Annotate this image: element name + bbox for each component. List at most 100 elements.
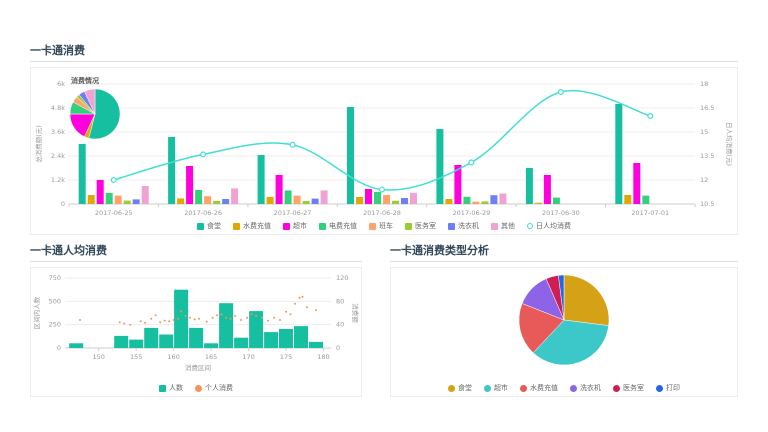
scatter-point[interactable] (177, 317, 180, 320)
bar-班车-2017-06-26[interactable] (204, 196, 212, 204)
scatter-point[interactable] (193, 318, 196, 321)
bar-医务室-2017-06-26[interactable] (213, 201, 221, 204)
scatter-point[interactable] (298, 296, 301, 299)
bar-水费充值-2017-06-26[interactable] (177, 198, 185, 204)
legend-item-人数[interactable]: 人数 (159, 383, 183, 393)
bar-医务室-2017-06-28[interactable] (392, 200, 399, 204)
bar-超市-2017-06-27[interactable] (275, 175, 283, 204)
histogram-bar-170[interactable] (249, 311, 264, 348)
scatter-point[interactable] (315, 309, 317, 312)
bar-电费充值-2017-06-28[interactable] (374, 192, 381, 204)
histogram-bar-152[interactable] (114, 335, 129, 348)
bar-其他-2017-06-26[interactable] (231, 188, 239, 204)
inset-pie-slice-其他[interactable] (84, 88, 96, 115)
scatter-point[interactable] (285, 310, 287, 313)
scatter-point[interactable] (154, 314, 157, 317)
line-日人均消费[interactable] (113, 89, 651, 191)
bar-食堂-2017-06-28[interactable] (347, 107, 354, 204)
scatter-point[interactable] (225, 316, 228, 319)
scatter-point[interactable] (172, 319, 175, 321)
bar-超市-2017-06-28[interactable] (365, 189, 372, 204)
bar-超市-2017-07-01[interactable] (633, 163, 641, 204)
legend-item-超市[interactable]: 超市 (283, 221, 307, 231)
bar-班车-2017-06-27[interactable] (293, 195, 301, 204)
histogram-bar-158[interactable] (159, 334, 174, 349)
bar-医务室-2017-06-29[interactable] (481, 201, 489, 204)
scatter-point[interactable] (273, 316, 276, 319)
histogram-bar-172[interactable] (264, 332, 279, 348)
scatter-point[interactable] (150, 317, 153, 320)
scatter-point[interactable] (144, 321, 147, 324)
bar-医务室-2017-06-25[interactable] (123, 200, 131, 204)
type-pie-slice-打印[interactable] (558, 274, 565, 321)
bar-洗衣机-2017-06-27[interactable] (311, 198, 319, 204)
scatter-point[interactable] (229, 317, 232, 320)
legend-item-食堂[interactable]: 食堂 (448, 383, 472, 393)
line-marker-2017-06-26[interactable] (200, 151, 207, 158)
scatter-point[interactable] (123, 322, 126, 325)
scatter-point[interactable] (189, 316, 192, 319)
bar-食堂-2017-06-29[interactable] (436, 129, 444, 204)
legend-item-超市[interactable]: 超市 (484, 383, 508, 393)
scatter-point[interactable] (118, 321, 121, 324)
bar-医务室-2017-06-27[interactable] (302, 201, 310, 204)
bar-食堂-2017-06-30[interactable] (525, 168, 533, 204)
legend-item-医务室[interactable]: 医务室 (613, 383, 644, 393)
bar-洗衣机-2017-06-29[interactable] (490, 195, 498, 204)
scatter-point[interactable] (255, 314, 258, 317)
line-marker-2017-06-29[interactable] (468, 159, 475, 166)
scatter-point[interactable] (198, 317, 201, 320)
histogram-bar-174[interactable] (279, 328, 293, 348)
line-marker-2017-06-30[interactable] (557, 89, 564, 96)
histogram-bar-154[interactable] (129, 339, 144, 348)
legend-item-日人均消费[interactable]: 日人均消费 (527, 221, 571, 231)
scatter-point[interactable] (267, 319, 270, 322)
legend-item-水费充值[interactable]: 水费充值 (233, 221, 271, 231)
scatter-point[interactable] (294, 302, 296, 305)
scatter-point[interactable] (234, 314, 237, 317)
line-marker-2017-07-01[interactable] (647, 112, 654, 119)
bar-电费充值-2017-06-30[interactable] (552, 197, 560, 204)
bar-电费充值-2017-06-27[interactable] (284, 190, 292, 204)
histogram-bar-176[interactable] (294, 326, 308, 348)
bar-水费充值-2017-06-28[interactable] (356, 197, 363, 204)
bar-其他-2017-06-25[interactable] (141, 186, 149, 204)
histogram-bar-164[interactable] (204, 343, 219, 348)
type-pie-slice-超市[interactable] (532, 319, 609, 366)
scatter-point[interactable] (301, 295, 304, 298)
bar-水费充值-2017-06-30[interactable] (534, 202, 542, 204)
histogram-bar-166[interactable] (219, 303, 234, 348)
legend-item-其他[interactable]: 其他 (491, 221, 515, 231)
scatter-point[interactable] (163, 319, 166, 322)
bar-食堂-2017-06-27[interactable] (257, 155, 265, 204)
line-marker-2017-06-28[interactable] (379, 186, 386, 193)
bar-电费充值-2017-07-01[interactable] (642, 195, 650, 204)
scatter-point[interactable] (250, 313, 253, 316)
bar-超市-2017-06-30[interactable] (543, 175, 551, 204)
bar-水费充值-2017-06-27[interactable] (266, 197, 274, 204)
scatter-point[interactable] (289, 313, 292, 316)
bar-其他-2017-06-28[interactable] (410, 192, 417, 204)
bar-班车-2017-06-29[interactable] (472, 201, 480, 204)
scatter-point[interactable] (216, 314, 219, 317)
legend-item-水费充值[interactable]: 水费充值 (520, 383, 558, 393)
scatter-point[interactable] (246, 316, 249, 319)
line-marker-2017-06-27[interactable] (289, 141, 296, 148)
bar-其他-2017-06-27[interactable] (320, 190, 328, 204)
histogram-bar-156[interactable] (144, 327, 159, 348)
bar-班车-2017-06-25[interactable] (114, 195, 122, 204)
scatter-point[interactable] (168, 320, 171, 323)
histogram-bar-146[interactable] (69, 343, 84, 348)
scatter-point[interactable] (220, 313, 223, 316)
histogram-bar-178[interactable] (309, 341, 323, 348)
legend-item-个人消费[interactable]: 个人消费 (195, 383, 233, 393)
scatter-point[interactable] (180, 310, 183, 313)
scatter-point[interactable] (159, 321, 162, 324)
histogram-bar-168[interactable] (234, 337, 249, 348)
scatter-point[interactable] (306, 306, 308, 309)
scatter-point[interactable] (79, 319, 81, 321)
bar-水费充值-2017-06-29[interactable] (445, 199, 453, 204)
type-pie-slice-食堂[interactable] (563, 274, 610, 326)
bar-电费充值-2017-06-26[interactable] (195, 190, 203, 204)
scatter-point[interactable] (279, 319, 281, 321)
